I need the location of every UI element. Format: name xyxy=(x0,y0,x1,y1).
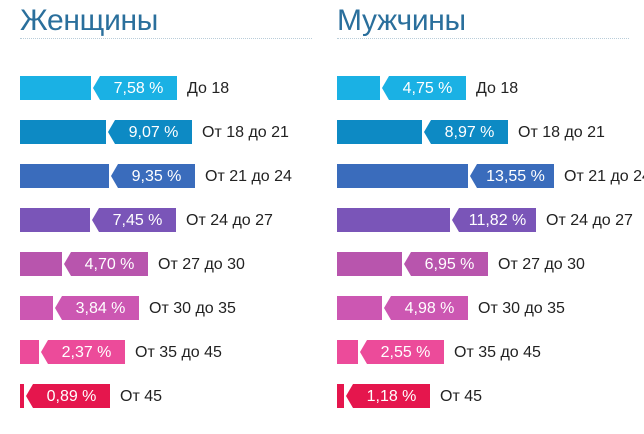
women-value-tag xyxy=(41,340,125,364)
men-bar-row: 4,75 % До 18 xyxy=(337,76,518,100)
men-data-label: 13,55 % xyxy=(486,168,545,185)
men-category-label: От 45 xyxy=(440,388,482,405)
women-category-label: От 30 до 35 xyxy=(149,300,236,317)
women-bar xyxy=(20,208,90,232)
men-bar-row: 8,97 % От 18 до 21 xyxy=(337,120,605,144)
women-title: Женщины xyxy=(20,4,159,37)
men-value-tag xyxy=(404,252,488,276)
men-category-label: От 18 до 21 xyxy=(518,124,605,141)
men-bar xyxy=(337,252,402,276)
women-category-label: От 18 до 21 xyxy=(202,124,289,141)
men-data-label: 4,98 % xyxy=(405,300,455,317)
men-panel: Мужчины 4,75 % До 18 8,97 % От 18 до 21 13,5… xyxy=(337,0,644,434)
women-bar xyxy=(20,252,62,276)
men-bar xyxy=(337,164,468,188)
women-bar-row: 3,84 % От 30 до 35 xyxy=(20,296,236,320)
men-bar xyxy=(337,384,344,408)
women-bar xyxy=(20,296,53,320)
men-data-label: 1,18 % xyxy=(367,388,417,405)
men-title-divider xyxy=(337,38,629,39)
women-data-label: 9,07 % xyxy=(129,124,179,141)
women-bar-row: 0,89 % От 45 xyxy=(20,384,162,408)
men-value-tag xyxy=(384,296,468,320)
men-title: Мужчины xyxy=(337,4,466,37)
men-bar-row: 13,55 % От 21 до 24 xyxy=(337,164,644,188)
men-value-tag xyxy=(346,384,430,408)
men-value-tag xyxy=(382,76,466,100)
men-data-label: 6,95 % xyxy=(425,256,475,273)
women-bar-row: 7,45 % От 24 до 27 xyxy=(20,208,273,232)
men-bar xyxy=(337,76,380,100)
women-bar-row: 9,35 % От 21 до 24 xyxy=(20,164,292,188)
women-category-label: От 45 xyxy=(120,388,162,405)
women-data-label: 4,70 % xyxy=(85,256,135,273)
men-value-tag xyxy=(452,208,536,232)
women-bar xyxy=(20,340,39,364)
men-data-label: 11,82 % xyxy=(469,212,527,229)
men-value-tag xyxy=(424,120,508,144)
women-bar-row: 9,07 % От 18 до 21 xyxy=(20,120,289,144)
women-data-label: 0,89 % xyxy=(47,388,97,405)
women-category-label: До 18 xyxy=(187,80,229,97)
men-bar xyxy=(337,296,382,320)
women-value-tag xyxy=(26,384,110,408)
women-category-label: От 24 до 27 xyxy=(186,212,273,229)
women-panel: Женщины 7,58 % До 18 9,07 % От 18 до 21 9,35… xyxy=(20,0,320,434)
women-category-label: От 21 до 24 xyxy=(205,168,292,185)
women-category-label: От 35 до 45 xyxy=(135,344,222,361)
women-value-tag xyxy=(93,76,177,100)
men-data-label: 2,55 % xyxy=(381,344,431,361)
men-bar-row: 4,98 % От 30 до 35 xyxy=(337,296,565,320)
women-category-label: От 27 до 30 xyxy=(158,256,245,273)
men-category-label: От 24 до 27 xyxy=(546,212,633,229)
men-value-tag xyxy=(360,340,444,364)
women-bar xyxy=(20,164,109,188)
women-data-label: 3,84 % xyxy=(76,300,126,317)
women-value-tag xyxy=(108,120,192,144)
men-bar xyxy=(337,208,450,232)
men-value-tag xyxy=(470,164,554,188)
women-bar-row: 7,58 % До 18 xyxy=(20,76,229,100)
women-value-tag xyxy=(111,164,195,188)
women-bar-row: 4,70 % От 27 до 30 xyxy=(20,252,245,276)
men-bar xyxy=(337,340,358,364)
women-data-label: 7,58 % xyxy=(114,80,164,97)
men-data-label: 4,75 % xyxy=(403,80,453,97)
women-bar xyxy=(20,120,106,144)
men-bar-row: 6,95 % От 27 до 30 xyxy=(337,252,585,276)
women-bar xyxy=(20,76,91,100)
women-data-label: 9,35 % xyxy=(132,168,182,185)
men-category-label: От 35 до 45 xyxy=(454,344,541,361)
women-bar xyxy=(20,384,24,408)
women-value-tag xyxy=(55,296,139,320)
men-bar-row: 2,55 % От 35 до 45 xyxy=(337,340,541,364)
men-category-label: До 18 xyxy=(476,80,518,97)
men-category-label: От 21 до 24 xyxy=(564,168,644,185)
women-title-divider xyxy=(20,38,312,39)
women-bar-row: 2,37 % От 35 до 45 xyxy=(20,340,222,364)
men-bar xyxy=(337,120,422,144)
women-value-tag xyxy=(64,252,148,276)
women-value-tag xyxy=(92,208,176,232)
women-data-label: 2,37 % xyxy=(62,344,112,361)
men-category-label: От 27 до 30 xyxy=(498,256,585,273)
women-chart: 7,58 % До 18 9,07 % От 18 до 21 9,35 % От 21 … xyxy=(20,76,292,408)
men-bar-row: 11,82 % От 24 до 27 xyxy=(337,208,633,232)
men-bar-row: 1,18 % От 45 xyxy=(337,384,482,408)
men-chart: 4,75 % До 18 8,97 % От 18 до 21 13,55 % От 21… xyxy=(337,76,644,408)
men-category-label: От 30 до 35 xyxy=(478,300,565,317)
women-data-label: 7,45 % xyxy=(113,212,163,229)
men-data-label: 8,97 % xyxy=(445,124,495,141)
